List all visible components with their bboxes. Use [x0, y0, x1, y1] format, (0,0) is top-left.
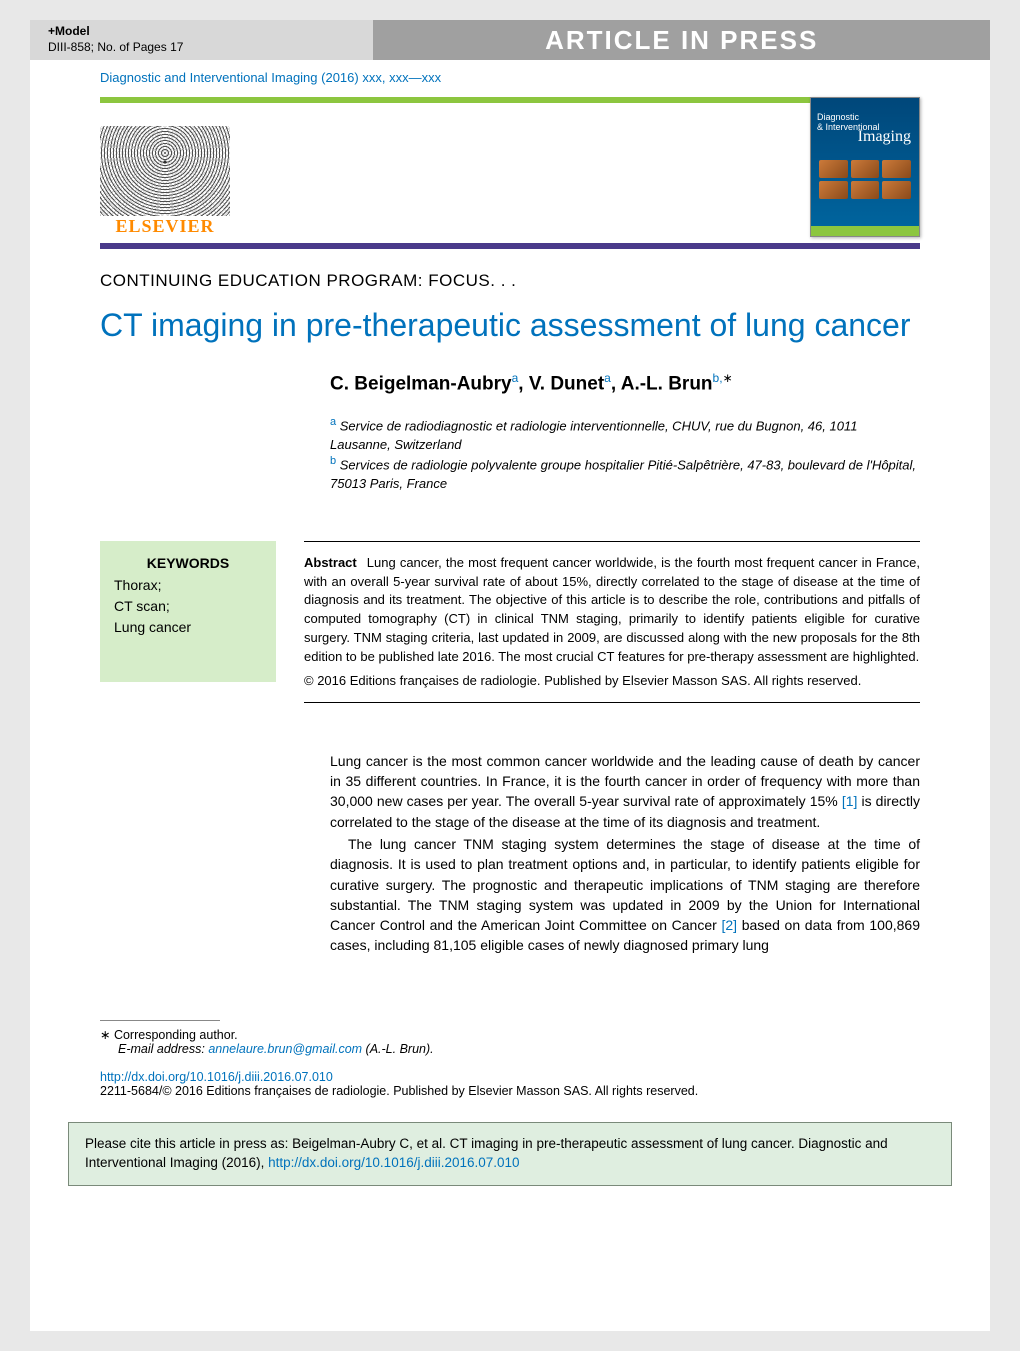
elsevier-logo: ELSEVIER	[100, 117, 230, 237]
article-title: CT imaging in pre-therapeutic assessment…	[100, 305, 920, 345]
author-3: A.-L. Brun	[621, 373, 713, 394]
body-paragraph-2: The lung cancer TNM staging system deter…	[330, 834, 920, 956]
affiliation-b: b Services de radiologie polyvalente gro…	[330, 454, 920, 493]
elsevier-wordmark: ELSEVIER	[115, 216, 214, 237]
cite-box-doi-link[interactable]: http://dx.doi.org/10.1016/j.diii.2016.07…	[268, 1155, 519, 1170]
keywords-header: KEYWORDS	[114, 555, 262, 571]
keyword-3: Lung cancer	[114, 617, 262, 638]
cover-title: Imaging	[858, 128, 911, 146]
body-paragraph-1: Lung cancer is the most common cancer wo…	[330, 751, 920, 832]
abstract-text: AbstractLung cancer, the most frequent c…	[304, 554, 920, 667]
journal-cover-thumbnail: Diagnostic& Interventional Imaging	[810, 97, 920, 237]
abstract-top-rule	[304, 541, 920, 542]
abstract-bottom-rule	[304, 702, 920, 703]
green-divider	[100, 97, 920, 103]
model-label: +Model	[48, 24, 183, 40]
logo-row: ELSEVIER Diagnostic& Interventional Imag…	[30, 107, 990, 237]
citation-1[interactable]: [1]	[842, 793, 858, 809]
cover-thumbnails	[819, 160, 911, 199]
citation-box: Please cite this article in press as: Be…	[68, 1122, 952, 1186]
keyword-1: Thorax;	[114, 575, 262, 596]
model-ref: DIII-858; No. of Pages 17	[48, 40, 183, 56]
journal-citation-line: Diagnostic and Interventional Imaging (2…	[30, 60, 990, 91]
in-press-banner: ARTICLE IN PRESS	[373, 20, 990, 60]
doi-line: http://dx.doi.org/10.1016/j.diii.2016.07…	[100, 1070, 920, 1084]
footnotes: ∗ Corresponding author. E-mail address: …	[30, 1020, 990, 1098]
corresponding-author: ∗ Corresponding author.	[100, 1027, 920, 1042]
model-info: +Model DIII-858; No. of Pages 17	[30, 20, 183, 59]
article-content: CONTINUING EDUCATION PROGRAM: FOCUS. . .…	[30, 249, 990, 956]
journal-citation-link[interactable]: Diagnostic and Interventional Imaging (2…	[100, 70, 441, 85]
abstract-column: AbstractLung cancer, the most frequent c…	[304, 541, 920, 715]
section-label: CONTINUING EDUCATION PROGRAM: FOCUS. . .	[100, 271, 920, 291]
keywords-box: KEYWORDS Thorax; CT scan; Lung cancer	[100, 541, 276, 682]
doi-link[interactable]: http://dx.doi.org/10.1016/j.diii.2016.07…	[100, 1070, 333, 1084]
body-text: Lung cancer is the most common cancer wo…	[330, 751, 920, 956]
citation-2[interactable]: [2]	[721, 917, 737, 933]
page: +Model DIII-858; No. of Pages 17 ARTICLE…	[30, 20, 990, 1331]
elsevier-tree-icon	[100, 126, 230, 216]
email-line: E-mail address: annelaure.brun@gmail.com…	[118, 1042, 920, 1056]
author-1: C. Beigelman-Aubry	[330, 373, 512, 394]
affiliation-a: a Service de radiodiagnostic et radiolog…	[330, 415, 920, 454]
model-header: +Model DIII-858; No. of Pages 17 ARTICLE…	[30, 20, 990, 60]
keywords-abstract-row: KEYWORDS Thorax; CT scan; Lung cancer Ab…	[100, 541, 920, 715]
keyword-2: CT scan;	[114, 596, 262, 617]
author-list: C. Beigelman-Aubrya, V. Duneta, A.-L. Br…	[330, 371, 920, 395]
footnote-rule	[100, 1020, 220, 1021]
email-link[interactable]: annelaure.brun@gmail.com	[208, 1042, 362, 1056]
abstract-copyright: © 2016 Editions françaises de radiologie…	[304, 673, 920, 688]
author-2: V. Dunet	[529, 373, 604, 394]
issn-copyright: 2211-5684/© 2016 Editions françaises de …	[100, 1084, 920, 1098]
affiliations: a Service de radiodiagnostic et radiolog…	[330, 415, 920, 492]
cover-stripe	[811, 226, 919, 236]
